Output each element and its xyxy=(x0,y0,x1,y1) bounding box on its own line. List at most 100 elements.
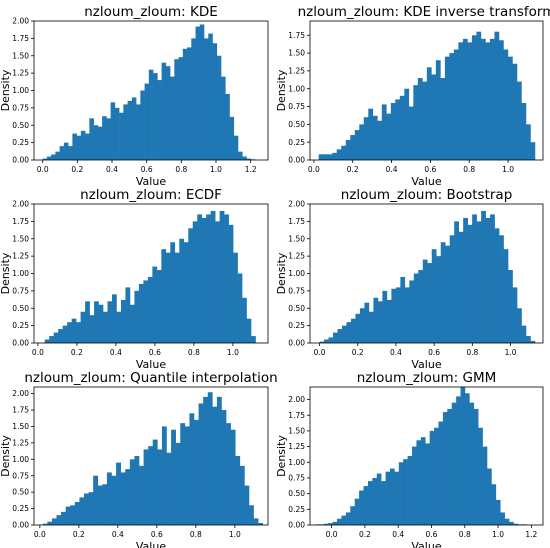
histogram-bar xyxy=(530,340,536,343)
histogram-bar xyxy=(404,88,410,160)
plot-frame xyxy=(33,386,269,526)
histogram-bar xyxy=(434,427,439,525)
chart-2: 0.0 0.2 0.4 0.6 0.8 1.0 0.00 0.25 0.50 0.75 1.00 1.… xyxy=(275,4,550,188)
histogram-bar xyxy=(463,217,468,343)
histogram-bar xyxy=(179,238,185,343)
histogram-bar xyxy=(161,249,167,343)
histogram-bar xyxy=(485,217,491,343)
histogram-bar xyxy=(195,26,201,161)
histogram-bar xyxy=(233,252,238,343)
histogram-bar xyxy=(144,83,150,160)
histogram-bar xyxy=(462,38,468,160)
histogram-bar xyxy=(500,512,505,525)
histogram-bar xyxy=(359,308,365,343)
histogram-bar xyxy=(165,252,171,343)
histogram-bar xyxy=(116,462,121,525)
y-axis-label: Density xyxy=(275,69,288,111)
histogram-bar xyxy=(93,475,99,525)
histogram-bar xyxy=(494,228,500,343)
y-tick-label: 1.25 xyxy=(288,252,305,261)
histogram-bar xyxy=(166,452,172,525)
histogram-bar xyxy=(42,523,48,525)
y-tick-label: 0.50 xyxy=(12,121,29,130)
histogram-bar xyxy=(44,339,50,343)
histogram-bar xyxy=(120,299,126,343)
histogram-bar xyxy=(390,102,396,160)
histogram-bar xyxy=(417,78,423,160)
histogram-bar xyxy=(129,304,135,343)
histogram-bar xyxy=(107,301,113,343)
x-axis-label: Value xyxy=(411,540,441,548)
y-tick-label: 1.00 xyxy=(12,269,29,278)
y-tick-label: 0.25 xyxy=(288,138,305,147)
histogram-bar xyxy=(67,322,72,343)
histogram-bar xyxy=(246,318,252,343)
histogram-bar xyxy=(464,393,470,525)
histogram-bar xyxy=(62,325,68,344)
histogram-bar xyxy=(248,505,254,525)
histogram-bar xyxy=(363,486,369,525)
y-tick-label: 1.75 xyxy=(288,411,305,420)
histogram-bar xyxy=(319,341,325,343)
histogram-bar xyxy=(489,38,495,160)
histogram-bar xyxy=(210,210,216,343)
y-tick-label: 0.00 xyxy=(12,521,29,530)
histogram-bar xyxy=(63,142,69,161)
y-tick-label: 0.00 xyxy=(12,339,29,348)
histogram-bar xyxy=(72,133,77,160)
histogram-bar xyxy=(478,427,483,525)
chart-title: nzloum_zloum: KDE xyxy=(84,4,218,20)
histogram-bar xyxy=(359,124,365,160)
histogram-bar xyxy=(157,449,163,525)
histogram-bar xyxy=(188,228,194,343)
histogram-bar xyxy=(337,518,342,525)
histogram-bar xyxy=(473,408,479,525)
histogram-bar xyxy=(110,102,116,160)
y-tick-label: 1.00 xyxy=(288,84,305,93)
y-tick-label: 1.00 xyxy=(288,269,305,278)
histogram-bar xyxy=(136,104,141,160)
histogram-bar xyxy=(143,280,149,343)
histogram-bar xyxy=(147,276,153,343)
x-tick-label: 1.2 xyxy=(245,165,257,174)
chart-5: 0.0 0.2 0.4 0.6 0.8 1.0 0.00 0.25 0.50 0.75 1.00 1.… xyxy=(0,370,278,548)
histogram-bar xyxy=(85,133,90,160)
histogram-bar xyxy=(161,62,167,161)
histogram-bar xyxy=(447,408,453,525)
histogram-bar xyxy=(413,85,419,160)
x-tick-label: 0.8 xyxy=(190,530,202,539)
histogram-bar xyxy=(399,95,405,160)
histogram-bar xyxy=(476,31,482,160)
histogram-bar xyxy=(80,130,86,160)
histogram-bar xyxy=(46,156,52,160)
histogram-bar xyxy=(74,502,80,525)
histogram-bar xyxy=(143,449,149,525)
x-tick-label: 1.2 xyxy=(525,530,537,539)
histogram-bar xyxy=(431,74,437,160)
histogram-bar xyxy=(498,40,504,160)
y-tick-label: 0.75 xyxy=(288,474,305,483)
histogram-bar xyxy=(212,43,218,160)
histogram-bar xyxy=(184,426,190,525)
histogram-bar xyxy=(238,151,243,160)
histogram-bar xyxy=(235,456,241,525)
histogram-bar xyxy=(233,135,239,160)
histogram-bar xyxy=(332,521,338,525)
histogram-bar xyxy=(467,42,473,160)
histogram-bar xyxy=(449,53,455,160)
histogram-bar xyxy=(76,322,81,343)
histogram-bar xyxy=(391,288,397,343)
x-axis-label: Value xyxy=(136,358,166,371)
histogram-bar xyxy=(376,473,382,525)
histogram-bar xyxy=(206,214,211,343)
histogram-bar xyxy=(103,311,108,343)
histogram-bar xyxy=(471,35,477,161)
histogram-bar xyxy=(148,446,154,525)
histogram-bar xyxy=(106,118,111,160)
histogram-bar xyxy=(174,59,179,161)
x-tick-label: 0.6 xyxy=(149,348,161,357)
histogram-bar xyxy=(394,471,400,525)
histogram-bar xyxy=(170,242,176,343)
histogram-bar xyxy=(323,154,329,160)
histogram-bar xyxy=(55,151,60,160)
